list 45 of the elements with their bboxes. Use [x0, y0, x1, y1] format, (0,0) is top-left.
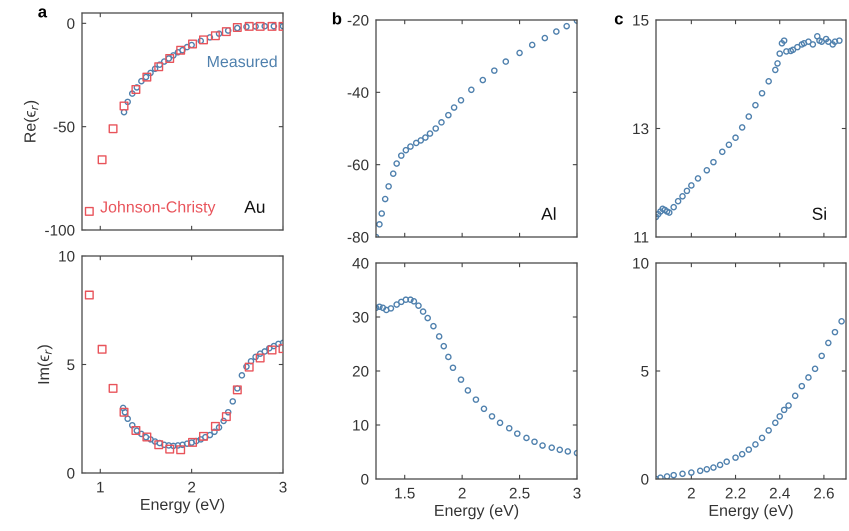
x-tick-label: 3: [573, 488, 581, 499]
y-tick-label: 15: [633, 15, 648, 26]
y-tick-label: 20: [352, 366, 368, 377]
annotation: Au: [244, 200, 264, 213]
x-axis-title: Energy (eV): [141, 498, 224, 514]
x-tick-label: 2: [188, 482, 196, 492]
y-tick-label: -50: [54, 122, 74, 132]
y-tick-label: -40: [348, 87, 368, 98]
y-tick-label: 0: [641, 474, 648, 485]
y-tick-label: 5: [67, 360, 74, 370]
x-tick-label: 2.4: [770, 488, 790, 498]
chart-title: a: [38, 8, 48, 18]
y-axis-title: Re(ϵ$_{r}$): [24, 100, 39, 142]
y-tick-label: -20: [348, 14, 368, 26]
y-tick-label: -100: [45, 224, 74, 236]
chart-title: c: [614, 15, 623, 24]
x-tick-label: 2.2: [726, 488, 746, 498]
y-tick-label: 10: [633, 258, 648, 269]
y-tick-label: 30: [352, 312, 368, 323]
y-tick-label: 5: [641, 366, 648, 377]
chart-title: b: [332, 12, 342, 24]
y-tick-label: 0: [361, 474, 368, 485]
series-label: Measured: [208, 55, 277, 68]
x-tick-label: 2: [688, 488, 695, 498]
y-tick-label: 40: [352, 258, 368, 269]
x-tick-label: 1: [97, 482, 104, 492]
y-tick-label: 10: [59, 250, 74, 262]
x-axis-title: Energy (eV): [435, 504, 518, 520]
x-tick-label: 3: [279, 482, 287, 493]
series-label: Johnson-Christy: [100, 200, 216, 216]
x-tick-label: 2: [458, 488, 466, 498]
y-tick-label: 0: [67, 468, 74, 479]
x-axis-title: Energy (eV): [710, 504, 793, 520]
y-tick-label: 0: [67, 18, 74, 30]
y-tick-label: -80: [348, 232, 368, 243]
y-tick-label: -60: [348, 160, 368, 170]
y-tick-label: 10: [353, 420, 368, 431]
x-tick-label: 1.5: [395, 488, 415, 499]
annotation: Al: [541, 207, 556, 220]
x-tick-label: 2.6: [814, 488, 834, 499]
y-axis-title: Im(ϵ$_{r}$): [37, 345, 52, 384]
y-tick-label: 11: [634, 232, 648, 243]
x-tick-label: 2.5: [510, 488, 530, 499]
y-tick-label: 13: [633, 123, 648, 134]
annotation: Si: [812, 207, 826, 220]
